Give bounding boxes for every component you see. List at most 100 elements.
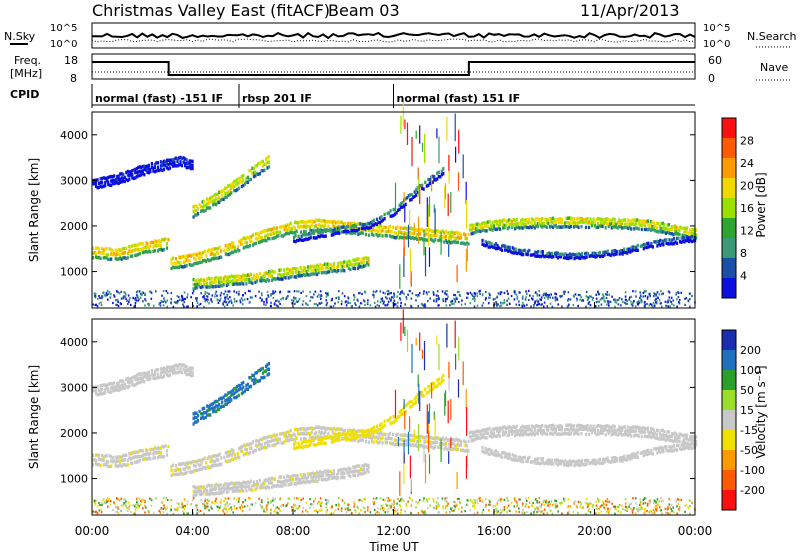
velocity-cell <box>628 432 631 437</box>
power-cell <box>555 251 558 255</box>
velocity-cell <box>339 427 342 432</box>
power-cell <box>554 296 557 299</box>
velocity-cell <box>549 461 552 466</box>
power-cell <box>597 221 600 226</box>
power-cell <box>645 227 648 232</box>
velocity-cell <box>411 438 414 442</box>
velocity-cell <box>480 433 484 437</box>
velocity-cell <box>107 460 110 464</box>
power-cell <box>527 221 530 225</box>
velocity-cell <box>619 426 622 430</box>
power-cell <box>407 224 410 248</box>
velocity-cell <box>114 460 117 464</box>
velocity-cell <box>532 459 535 464</box>
power-cell <box>598 293 601 296</box>
velocity-cell <box>561 459 564 463</box>
velocity-cell <box>233 452 236 457</box>
power-cell <box>673 224 677 228</box>
power-cell <box>357 232 360 237</box>
power-cell <box>218 196 221 200</box>
velocity-cell <box>429 435 432 440</box>
power-cell <box>332 265 335 269</box>
power-cell <box>658 299 661 302</box>
power-cell <box>684 238 688 243</box>
velocity-cell <box>502 451 505 455</box>
velocity-cell <box>174 464 178 468</box>
power-cell <box>490 223 493 227</box>
power-cell <box>126 251 129 255</box>
power-cell <box>364 264 367 268</box>
velocity-cell <box>292 478 295 482</box>
power-cell <box>333 227 336 231</box>
power-cell <box>547 297 549 300</box>
power-cell <box>251 171 254 175</box>
power-cell <box>400 115 402 134</box>
velocity-cell <box>188 460 191 465</box>
power-cell <box>496 246 499 251</box>
velocity-cell <box>204 410 207 415</box>
power-cell <box>684 234 687 238</box>
velocity-cell <box>237 481 240 485</box>
power-cell <box>670 300 672 304</box>
power-cell <box>453 302 455 305</box>
power-cell <box>526 225 529 230</box>
power-cell <box>421 183 424 187</box>
velocity-cell <box>668 445 671 449</box>
power-cell <box>518 226 521 230</box>
power-cell <box>689 238 692 243</box>
power-cell <box>678 232 681 237</box>
velocity-cell <box>306 431 309 435</box>
power-cell <box>93 250 96 255</box>
power-cell <box>456 240 459 244</box>
velocity-cell <box>233 482 236 486</box>
power-cell <box>420 236 423 241</box>
power-cell <box>522 295 524 298</box>
velocity-cell <box>352 473 355 477</box>
power-cell <box>669 305 671 308</box>
power-cell <box>306 224 309 228</box>
power-cell <box>521 305 524 308</box>
velocity-cell <box>300 431 303 435</box>
velocity-cell <box>108 390 111 394</box>
power-cell <box>327 228 330 233</box>
power-cell <box>514 223 517 227</box>
power-cell <box>451 302 453 305</box>
velocity-cell <box>551 423 554 427</box>
power-cell <box>577 304 579 307</box>
power-cell <box>273 292 275 295</box>
velocity-cell <box>583 427 586 431</box>
velocity-cell <box>459 439 462 444</box>
power-cell <box>371 219 374 224</box>
power-cell <box>116 181 119 185</box>
velocity-cell <box>99 458 102 462</box>
power-cell <box>261 292 263 295</box>
power-cell <box>293 275 296 279</box>
velocity-cell <box>369 428 373 432</box>
velocity-cell <box>432 436 435 440</box>
power-cell <box>325 262 328 267</box>
power-cell <box>294 297 297 300</box>
power-cell <box>291 299 293 302</box>
velocity-cell <box>675 443 679 448</box>
velocity-cell <box>207 492 210 496</box>
velocity-cell <box>461 448 464 452</box>
power-cell <box>179 160 182 164</box>
power-cell <box>473 296 475 299</box>
velocity-cell <box>585 462 588 466</box>
power-cell <box>403 247 405 277</box>
velocity-cell <box>269 481 272 485</box>
power-cell <box>117 304 120 308</box>
power-cell <box>309 235 312 240</box>
velocity-cell <box>494 434 497 439</box>
power-cell <box>428 234 431 238</box>
power-cell <box>335 297 337 300</box>
noise-tick-left-bottom: 10^0 <box>50 39 77 50</box>
power-cell <box>393 295 396 298</box>
velocity-cell <box>516 458 519 463</box>
power-cell <box>178 295 180 299</box>
power-cell <box>216 276 219 280</box>
velocity-cell <box>366 428 370 433</box>
power-cell <box>583 220 586 224</box>
power-cell <box>503 218 506 222</box>
power-cell <box>224 296 226 299</box>
